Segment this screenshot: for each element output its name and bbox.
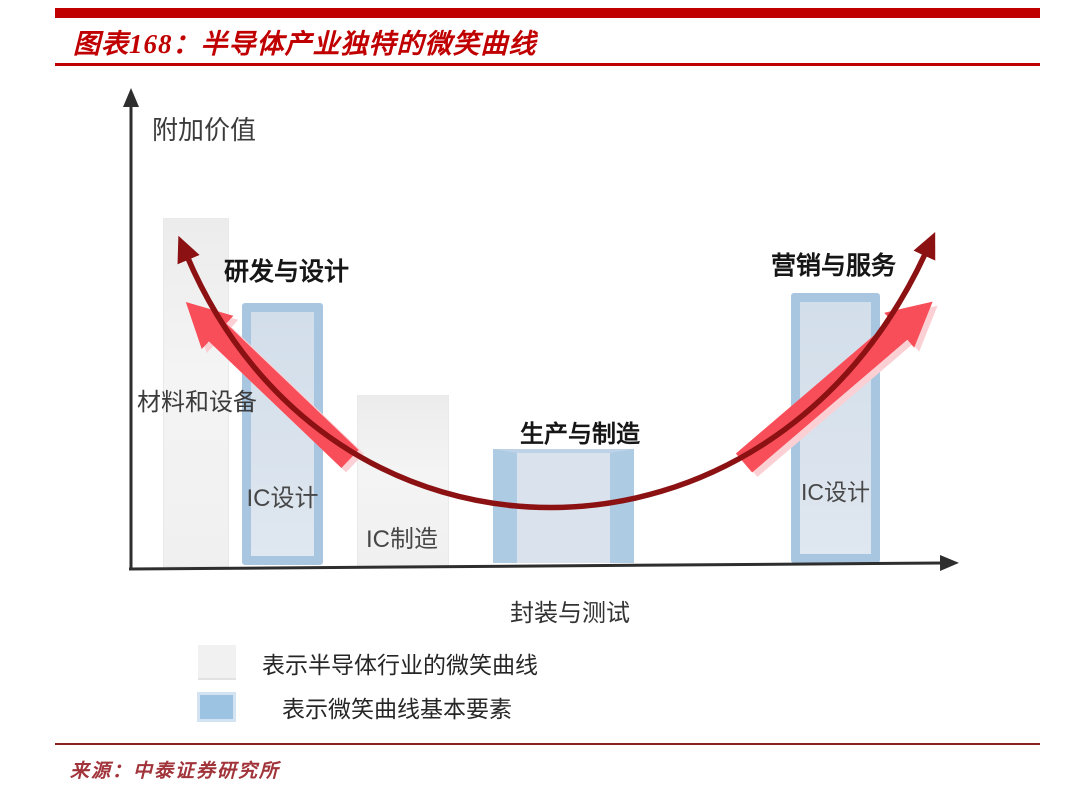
stage-label-marketing: 营销与服务 — [771, 252, 897, 280]
legend-label-curve-elements: 表示微笑曲线基本要素 — [282, 696, 512, 722]
figure-title: 图表168：半导体产业独特的微笑曲线 — [73, 29, 537, 59]
legend-label-industry-curve: 表示半导体行业的微笑曲线 — [262, 652, 538, 678]
below-axis-label-packaging-testing: 封装与测试 — [510, 600, 630, 627]
bar-ic-design-right — [791, 293, 880, 563]
source-line: 来源：中泰证券研究所 — [70, 761, 281, 782]
bar-label-ic-design-left: IC设计 — [246, 485, 319, 512]
stage-label-rd-design: 研发与设计 — [224, 258, 350, 286]
legend-swatch-blue — [197, 692, 236, 722]
bar-ic-design-left — [242, 303, 323, 565]
title-underline — [55, 63, 1040, 66]
footer-rule — [55, 743, 1040, 745]
stage-label-production: 生产与制造 — [520, 421, 640, 448]
bar-label-materials-equipment: 材料和设备 — [137, 389, 257, 416]
legend-swatch-gray — [198, 645, 236, 680]
y-axis-label: 附加价值 — [152, 115, 257, 145]
bar-label-ic-manufacturing: IC制造 — [366, 526, 438, 553]
bar-label-ic-design-right: IC设计 — [801, 479, 870, 505]
bar-packaging-testing — [493, 449, 634, 563]
header-red-bar — [55, 8, 1040, 18]
